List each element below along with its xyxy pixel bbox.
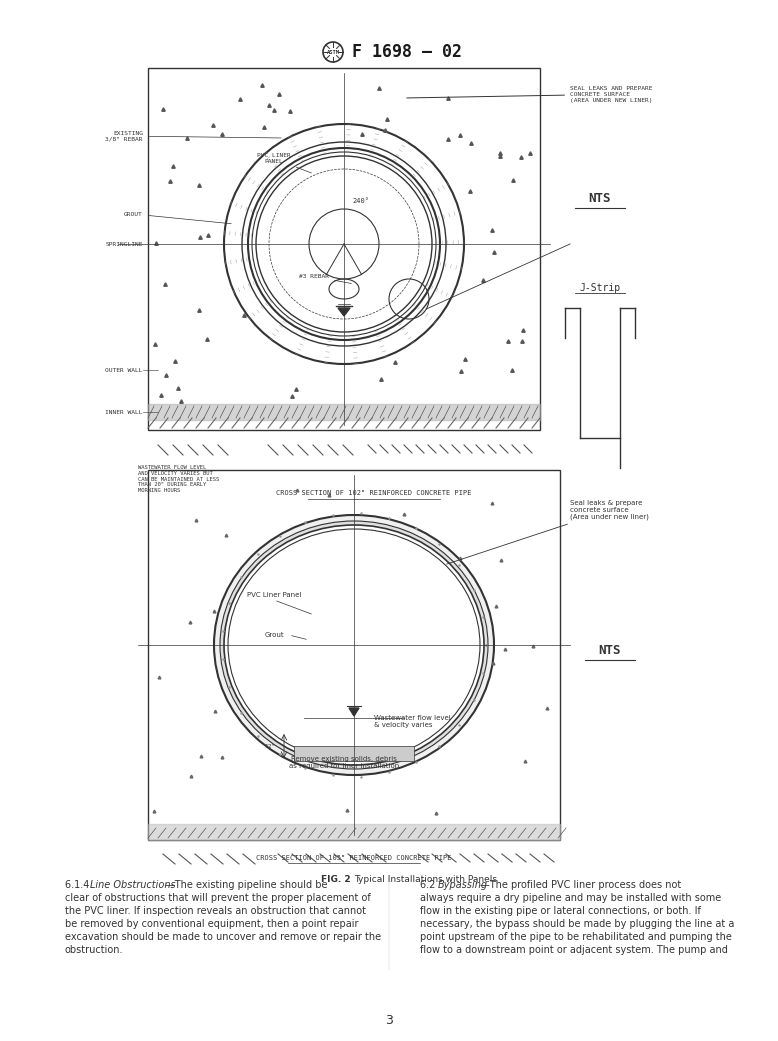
Bar bbox=[294, 746, 414, 761]
Text: CROSS SECTION OF 105" REINFORCED CONCRETE PIPE: CROSS SECTION OF 105" REINFORCED CONCRET… bbox=[256, 855, 452, 861]
Text: WASTEWATER FLOW LEVEL
AND VELOCITY VARIES BUT
CAN BE MAINTAINED AT LESS
THAN 20": WASTEWATER FLOW LEVEL AND VELOCITY VARIE… bbox=[138, 465, 219, 493]
Circle shape bbox=[256, 156, 432, 332]
Text: clear of obstructions that will prevent the proper placement of: clear of obstructions that will prevent … bbox=[65, 893, 371, 903]
Text: SEAL LEAKS AND PREPARE
CONCRETE SURFACE
(AREA UNDER NEW LINER): SEAL LEAKS AND PREPARE CONCRETE SURFACE … bbox=[407, 86, 653, 103]
Text: Typical Installations with Panels: Typical Installations with Panels bbox=[354, 875, 497, 884]
Text: Bypassing: Bypassing bbox=[438, 880, 488, 890]
Text: necessary, the bypass should be made by plugging the line at a: necessary, the bypass should be made by … bbox=[420, 919, 734, 929]
Text: excavation should be made to uncover and remove or repair the: excavation should be made to uncover and… bbox=[65, 932, 381, 942]
Text: always require a dry pipeline and may be installed with some: always require a dry pipeline and may be… bbox=[420, 893, 721, 903]
Text: NTS: NTS bbox=[589, 192, 612, 204]
Text: be removed by conventional equipment, then a point repair: be removed by conventional equipment, th… bbox=[65, 919, 359, 929]
Text: flow to a downstream point or adjacent system. The pump and: flow to a downstream point or adjacent s… bbox=[420, 945, 728, 955]
Text: INNER WALL: INNER WALL bbox=[106, 409, 143, 414]
Text: Seal leaks & prepare
concrete surface
(Area under new liner): Seal leaks & prepare concrete surface (A… bbox=[447, 500, 649, 564]
Text: 12": 12" bbox=[265, 743, 276, 748]
Text: Wastewater flow level
& velocity varies: Wastewater flow level & velocity varies bbox=[374, 714, 450, 728]
Ellipse shape bbox=[228, 529, 480, 761]
Text: —The existing pipeline should be: —The existing pipeline should be bbox=[165, 880, 328, 890]
Text: —The profiled PVC liner process does not: —The profiled PVC liner process does not bbox=[480, 880, 682, 890]
Text: 240°: 240° bbox=[352, 198, 369, 204]
Text: obstruction.: obstruction. bbox=[65, 945, 124, 955]
Text: flow in the existing pipe or lateral connections, or both. If: flow in the existing pipe or lateral con… bbox=[420, 906, 701, 916]
Text: NTS: NTS bbox=[599, 643, 622, 657]
Text: 6.1.4: 6.1.4 bbox=[65, 880, 93, 890]
Text: Remove existing solids, debris
as required for liner installation: Remove existing solids, debris as requir… bbox=[289, 756, 399, 769]
Text: CROSS SECTION OF 102" REINFORCED CONCRETE PIPE: CROSS SECTION OF 102" REINFORCED CONCRET… bbox=[276, 490, 471, 496]
Ellipse shape bbox=[220, 520, 488, 769]
Bar bbox=[148, 68, 540, 430]
Text: Line Obstructions: Line Obstructions bbox=[90, 880, 176, 890]
Text: GROUT: GROUT bbox=[124, 211, 231, 224]
Text: OUTER WALL: OUTER WALL bbox=[106, 367, 143, 373]
Ellipse shape bbox=[224, 525, 484, 765]
Text: point upstream of the pipe to be rehabilitated and pumping the: point upstream of the pipe to be rehabil… bbox=[420, 932, 732, 942]
Text: PVC LINER
PANEL: PVC LINER PANEL bbox=[257, 153, 311, 173]
Text: PVC Liner Panel: PVC Liner Panel bbox=[247, 592, 301, 598]
Text: EXISTING
3/8" REBAR: EXISTING 3/8" REBAR bbox=[106, 130, 281, 142]
Text: ASTM: ASTM bbox=[327, 50, 339, 54]
Text: SPRINGLINE: SPRINGLINE bbox=[106, 242, 143, 247]
Text: J-Strip: J-Strip bbox=[580, 283, 621, 293]
Text: FIG. 2: FIG. 2 bbox=[321, 875, 354, 884]
Polygon shape bbox=[349, 708, 359, 716]
Text: Grout: Grout bbox=[265, 632, 284, 638]
Bar bbox=[148, 469, 560, 840]
Text: 3: 3 bbox=[385, 1014, 393, 1026]
Text: the PVC liner. If inspection reveals an obstruction that cannot: the PVC liner. If inspection reveals an … bbox=[65, 906, 366, 916]
Ellipse shape bbox=[214, 515, 494, 775]
Text: F 1698 – 02: F 1698 – 02 bbox=[352, 43, 462, 61]
Text: 6.2: 6.2 bbox=[420, 880, 439, 890]
Text: #3 REBAR: #3 REBAR bbox=[299, 274, 352, 283]
Polygon shape bbox=[338, 308, 350, 316]
